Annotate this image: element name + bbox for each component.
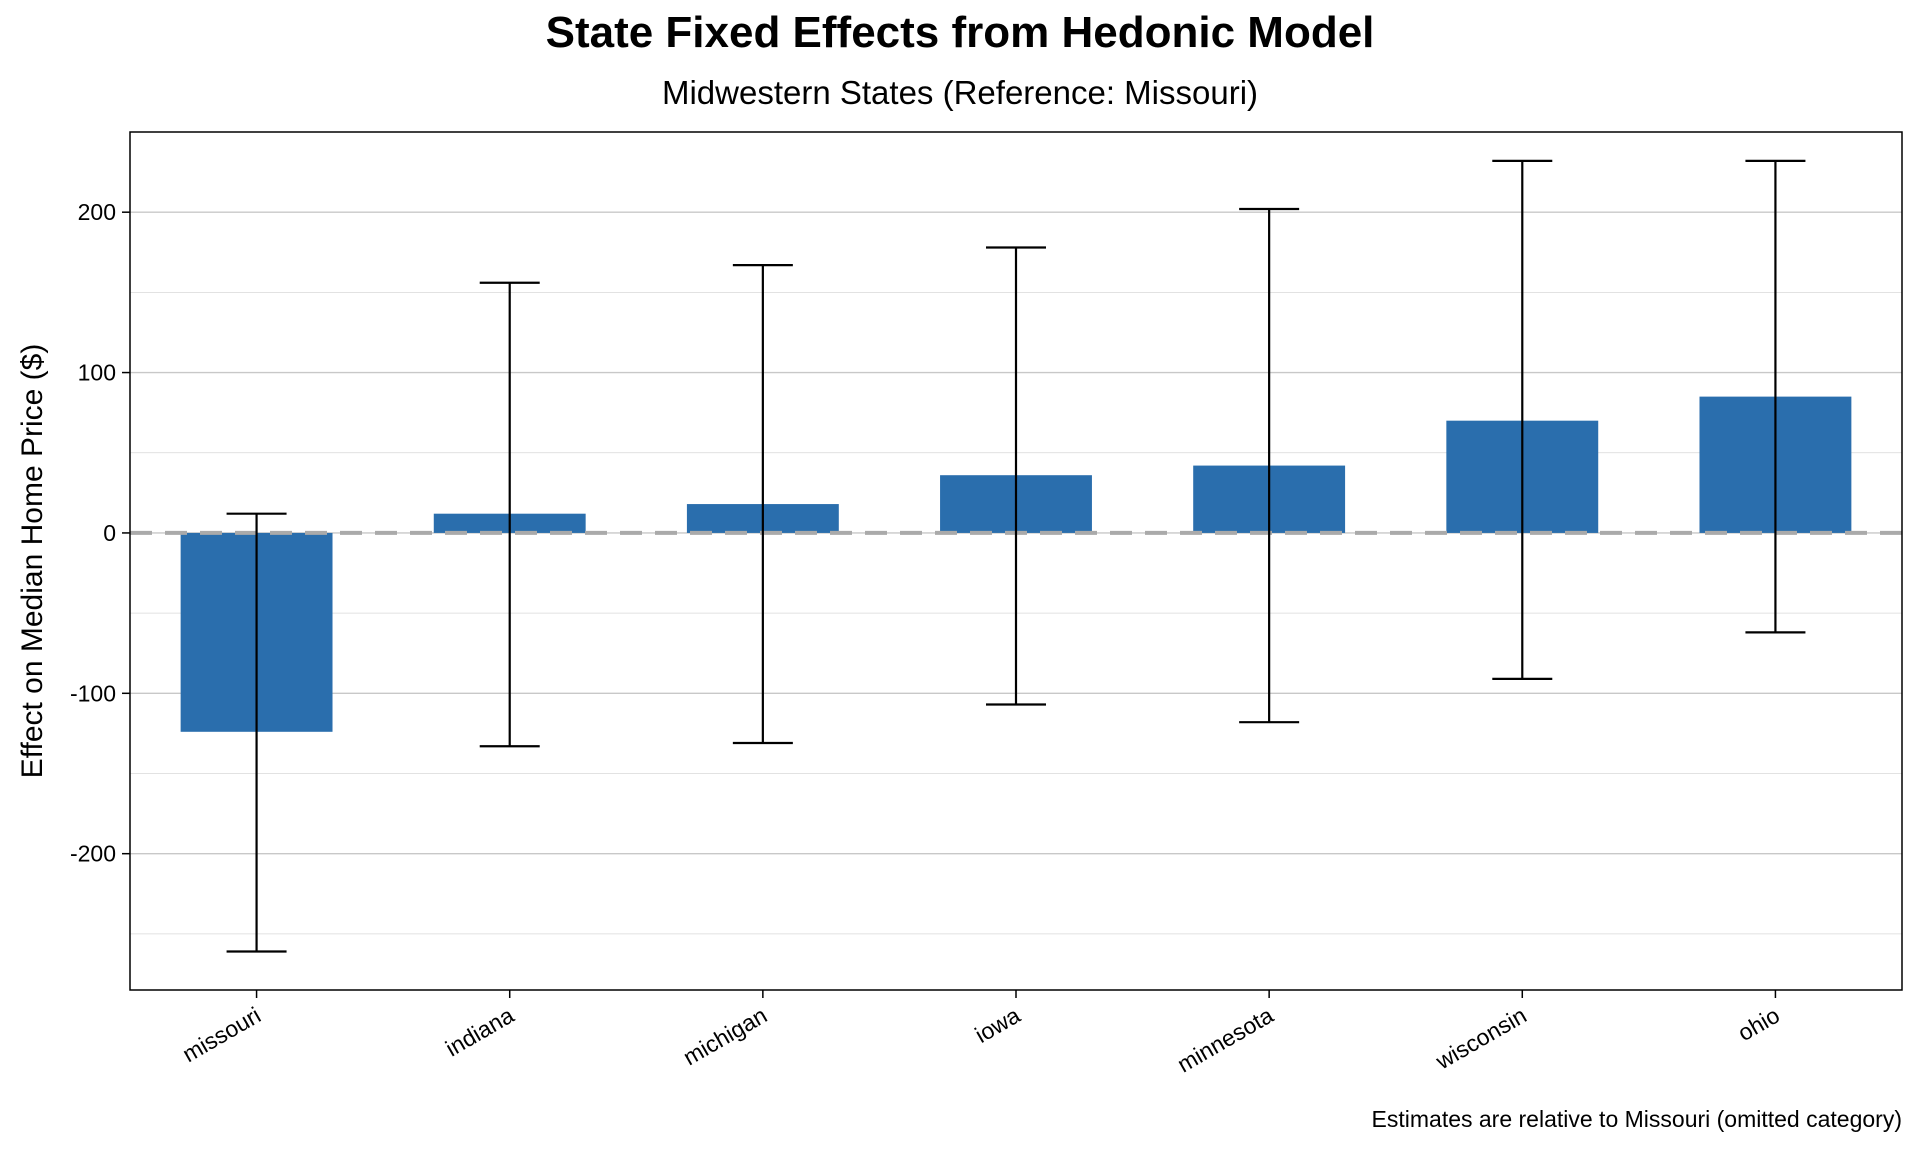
chart-title: State Fixed Effects from Hedonic Model (545, 8, 1375, 57)
chart-caption: Estimates are relative to Missouri (omit… (1371, 1106, 1902, 1132)
x-tick-label: wisconsin (1431, 1002, 1531, 1075)
error-bars (226, 159, 1806, 953)
chart-subtitle: Midwestern States (Reference: Missouri) (661, 74, 1259, 111)
y-axis-label: Effect on Median Home Price ($) (16, 344, 49, 779)
y-tick-label: -100 (70, 680, 116, 706)
x-tick-label: minnesota (1173, 1002, 1278, 1078)
y-tick-label: 0 (103, 520, 116, 546)
x-tick-label: michigan (679, 1002, 772, 1071)
x-axis: missouri indiana michigan iowa minnesota wisc… (178, 990, 1784, 1077)
x-tick-label: iowa (971, 1002, 1025, 1048)
y-axis: -200 -100 0 100 200 (70, 199, 130, 867)
y-tick-label: 200 (78, 199, 116, 225)
y-tick-label: 100 (78, 360, 116, 386)
y-tick-label: -200 (70, 841, 116, 867)
x-tick-label: ohio (1733, 1002, 1784, 1046)
x-tick-label: missouri (178, 1002, 265, 1067)
x-tick-label: indiana (441, 1002, 518, 1062)
